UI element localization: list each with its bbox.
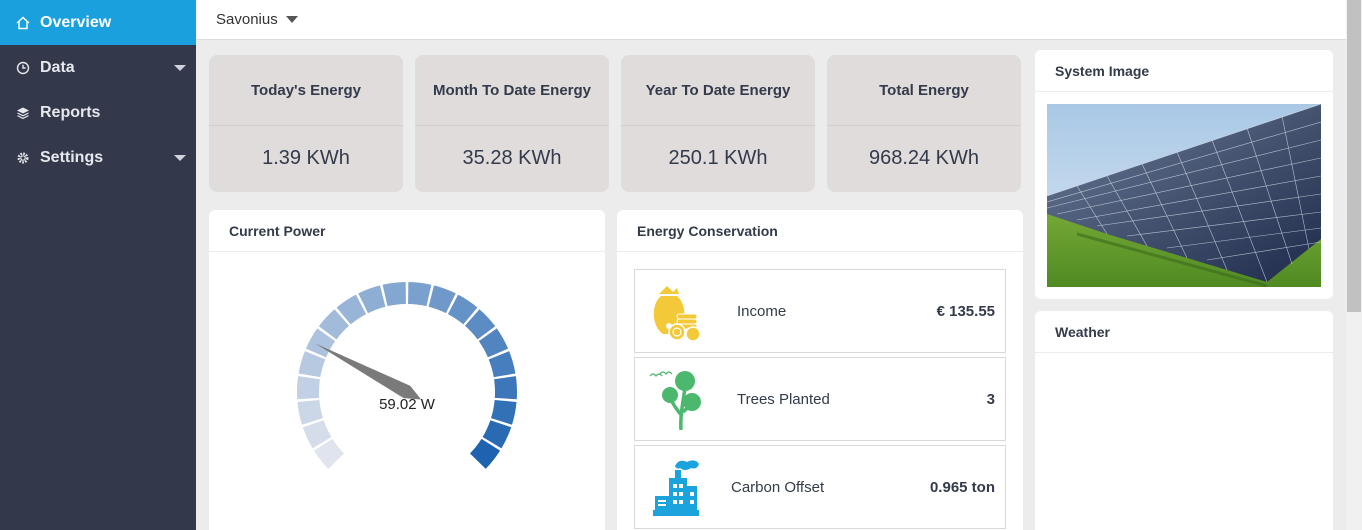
sidebar-item-reports[interactable]: Reports <box>0 90 196 135</box>
scrollbar[interactable] <box>1346 0 1362 530</box>
factory-icon <box>653 460 699 516</box>
site-name: Savonius <box>216 11 278 28</box>
total-energy-card: Total Energy 968.24 KWh <box>827 55 1021 192</box>
gauge-segment <box>482 420 512 449</box>
power-gauge <box>297 282 517 469</box>
scrollbar-thumb[interactable] <box>1347 0 1361 312</box>
stat-value: 1.39 KWh <box>209 125 403 192</box>
stat-value: 968.24 KWh <box>827 125 1021 192</box>
gauge-segment <box>358 285 386 314</box>
gauge-segment <box>464 309 496 340</box>
year-to-date-energy-card: Year To Date Energy 250.1 KWh <box>621 55 815 192</box>
sidebar-item-overview[interactable]: Overview <box>0 0 196 45</box>
sidebar: Overview Data Reports Settings <box>0 0 196 530</box>
gauge-segment <box>491 399 517 425</box>
weather-panel: Weather <box>1035 311 1333 530</box>
gauge-segment <box>447 294 478 325</box>
gauge-segment <box>298 351 326 378</box>
solar-panel-image <box>1047 104 1321 287</box>
row-value: 3 <box>986 391 995 408</box>
sidebar-item-label: Data <box>40 58 75 76</box>
panel-title: Weather <box>1035 311 1333 353</box>
clock-icon <box>16 61 30 75</box>
gear-icon <box>16 151 30 165</box>
row-label: Income <box>737 303 787 320</box>
stat-title: Total Energy <box>879 81 969 99</box>
sidebar-item-data[interactable]: Data <box>0 45 196 90</box>
system-image-panel: System Image <box>1035 50 1333 299</box>
sidebar-item-label: Reports <box>40 103 101 121</box>
trees-planted-row: Trees Planted 3 <box>634 357 1006 441</box>
gauge-segment <box>478 328 509 358</box>
chevron-down-icon <box>174 155 186 161</box>
energy-conservation-panel: Energy Conservation Income € 135.55 Tree… <box>617 210 1023 530</box>
row-value: € 135.55 <box>936 303 995 320</box>
sidebar-item-label: Settings <box>40 148 104 166</box>
gauge-segment <box>382 282 406 307</box>
row-label: Trees Planted <box>737 391 830 408</box>
todays-energy-card: Today's Energy 1.39 KWh <box>209 55 403 192</box>
gauge-segment <box>428 285 456 314</box>
gauge-segment <box>313 438 345 469</box>
row-value: 0.965 ton <box>929 479 995 496</box>
home-icon <box>16 16 30 30</box>
panel-title: Energy Conservation <box>617 210 1023 252</box>
gauge-segment <box>302 420 332 449</box>
current-power-panel: Current Power 59.02 W <box>209 210 605 530</box>
sidebar-item-label: Overview <box>40 13 112 31</box>
money-bag-icon <box>653 286 701 342</box>
chevron-down-icon <box>285 16 298 23</box>
row-label: Carbon Offset <box>731 479 825 496</box>
panel-title: System Image <box>1035 50 1333 92</box>
stat-title: Year To Date Energy <box>645 81 791 99</box>
gauge-value: 59.02 W <box>379 396 435 413</box>
gauge-segment <box>297 376 320 400</box>
gauge-segment <box>488 351 516 378</box>
tree-icon <box>649 371 701 431</box>
stat-value: 250.1 KWh <box>621 125 815 192</box>
stat-title: Month To Date Energy <box>432 81 592 99</box>
panel-title: Current Power <box>209 210 605 252</box>
carbon-offset-row: Carbon Offset 0.965 ton <box>634 445 1006 529</box>
chevron-down-icon <box>174 65 186 71</box>
income-row: Income € 135.55 <box>634 269 1006 353</box>
gauge-segment <box>297 399 323 425</box>
stat-title: Today's Energy <box>251 81 361 99</box>
gauge-segment <box>469 438 501 469</box>
gauge-segment <box>318 309 350 340</box>
gauge-segment <box>336 294 367 325</box>
gauge-segment <box>408 282 432 307</box>
site-selector[interactable]: Savonius <box>196 0 1346 40</box>
stat-value: 35.28 KWh <box>415 125 609 192</box>
layers-icon <box>16 106 30 120</box>
gauge-needle <box>315 343 422 400</box>
sidebar-item-settings[interactable]: Settings <box>0 135 196 180</box>
gauge-segment <box>494 376 517 400</box>
month-to-date-energy-card: Month To Date Energy 35.28 KWh <box>415 55 609 192</box>
